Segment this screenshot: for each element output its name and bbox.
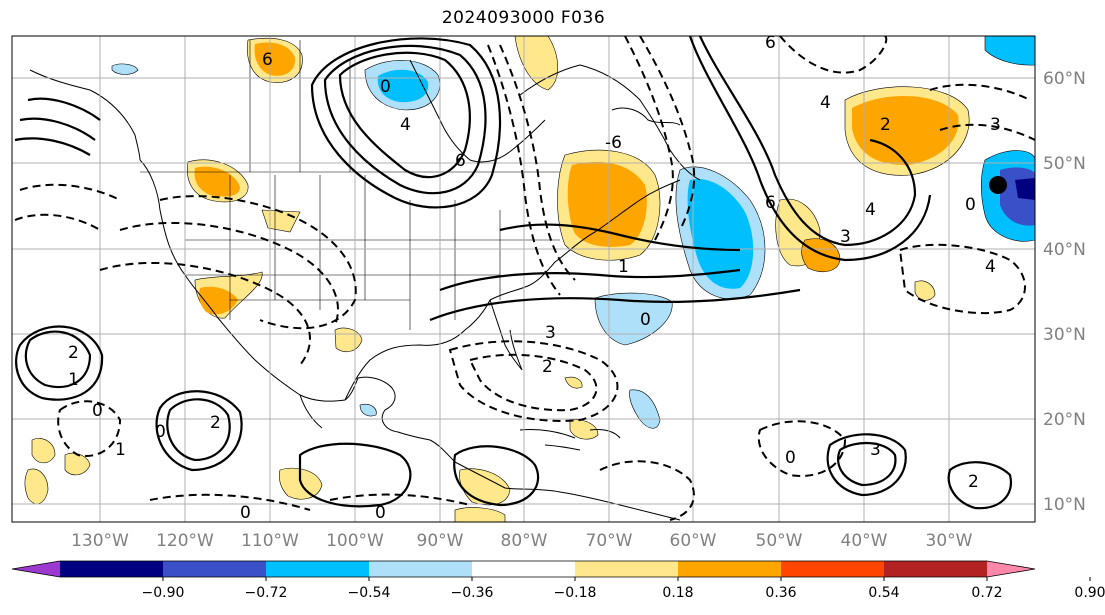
colorbar-tick-label: −0.54 [348, 585, 391, 601]
lat-label-10n: 10°N [1043, 495, 1086, 515]
colorbar-tick-label: 0.36 [765, 585, 796, 601]
contour-label-3: 3 [840, 227, 851, 247]
contour-label-6: 6 [262, 50, 273, 70]
contour-label-0: 0 [155, 422, 166, 442]
lat-label-20n: 20°N [1043, 410, 1086, 430]
shaded-regions [24, 36, 1035, 522]
contour-label-0: 0 [92, 401, 103, 421]
colorbar-segment [678, 561, 782, 577]
contour-label-1: 1 [618, 257, 629, 277]
contour-label-0: 0 [240, 503, 251, 523]
contour-label-0: 0 [375, 503, 386, 523]
colorbar-tick-label: −0.90 [142, 585, 185, 601]
lon-label-70w: 70°W [586, 531, 633, 551]
contour-label-3: 3 [990, 115, 1001, 135]
coastlines [29, 59, 701, 521]
contour-label-2: 2 [968, 472, 979, 492]
longitude-labels: 130°W 120°W 110°W 100°W 90°W 80°W 70°W 6… [71, 531, 973, 551]
colorbar-extend-high [987, 561, 1035, 577]
colorbar: −0.90 −0.72 −0.54 −0.36 −0.18 0.18 0.36 0.54 0.7… [11, 560, 1105, 601]
colorbar-segment [60, 561, 164, 577]
lon-label-80w: 80°W [501, 531, 548, 551]
point-marker [989, 176, 1007, 194]
colorbar-segment [163, 561, 267, 577]
negative-contours [14, 36, 1035, 521]
lon-label-130w: 130°W [71, 531, 129, 551]
colorbar-segment [575, 561, 679, 577]
colorbar-tick-label: −0.72 [245, 585, 288, 601]
lat-label-50n: 50°N [1043, 154, 1086, 174]
lon-label-90w: 90°W [417, 531, 464, 551]
colorbar-segment [472, 561, 576, 577]
colorbar-tick-label: −0.18 [554, 585, 597, 601]
contour-label-1: 1 [115, 440, 126, 460]
graticule [12, 36, 1035, 522]
lat-label-40n: 40°N [1043, 240, 1086, 260]
contour-label-0: 0 [380, 77, 391, 97]
colorbar-tick-label: 0.72 [971, 585, 1002, 601]
lon-label-50w: 50°W [756, 531, 803, 551]
contour-label-6: 6 [765, 193, 776, 213]
lon-label-110w: 110°W [241, 531, 299, 551]
colorbar-outline [11, 560, 1036, 578]
lon-label-30w: 30°W [926, 531, 973, 551]
contour-label-3: 3 [545, 323, 556, 343]
contour-label-0: 0 [785, 448, 796, 468]
colorbar-extend-low [12, 561, 60, 577]
colorbar-segment [266, 561, 370, 577]
colorbar-tick-label: 0.54 [868, 585, 899, 601]
lon-label-60w: 60°W [670, 531, 717, 551]
lon-label-40w: 40°W [841, 531, 888, 551]
colorbar-tick-label: −0.36 [451, 585, 494, 601]
colorbar-tick-label: 0.18 [662, 585, 693, 601]
lat-label-30n: 30°N [1043, 325, 1086, 345]
colorbar-segment [781, 561, 885, 577]
colorbar-segment [369, 561, 473, 577]
contour-label-neg-6: -6 [605, 133, 622, 153]
contour-label-4: 4 [400, 115, 411, 135]
lat-label-60n: 60°N [1043, 69, 1086, 89]
contour-label-0: 0 [640, 310, 651, 330]
contour-label-4: 4 [865, 200, 876, 220]
latitude-labels: 60°N 50°N 40°N 30°N 20°N 10°N [1043, 69, 1086, 515]
contour-label-2: 2 [210, 413, 221, 433]
contour-label-2: 2 [880, 115, 891, 135]
map-title: 2024093000 F036 [441, 8, 606, 28]
positive-contours [14, 36, 1013, 510]
lon-label-120w: 120°W [156, 531, 214, 551]
contour-label-6: 6 [455, 151, 466, 171]
colorbar-segment [884, 561, 988, 577]
contour-labels: -6 6 6 4 3 3 2 2 2 1 1 1 0 0 0 0 0 0 3 2… [68, 33, 1001, 523]
lon-label-100w: 100°W [326, 531, 384, 551]
contour-label-3: 3 [870, 440, 881, 460]
contour-label-2: 2 [542, 357, 553, 377]
contour-label-6: 6 [765, 33, 776, 53]
contour-label-1: 1 [68, 370, 79, 390]
contour-label-2: 2 [68, 343, 79, 363]
contour-label-0: 0 [965, 195, 976, 215]
colorbar-tick-label: 0.90 [1074, 585, 1105, 601]
contour-label-4: 4 [820, 93, 831, 113]
contour-label-4: 4 [985, 257, 996, 277]
map-frame [11, 35, 1036, 523]
